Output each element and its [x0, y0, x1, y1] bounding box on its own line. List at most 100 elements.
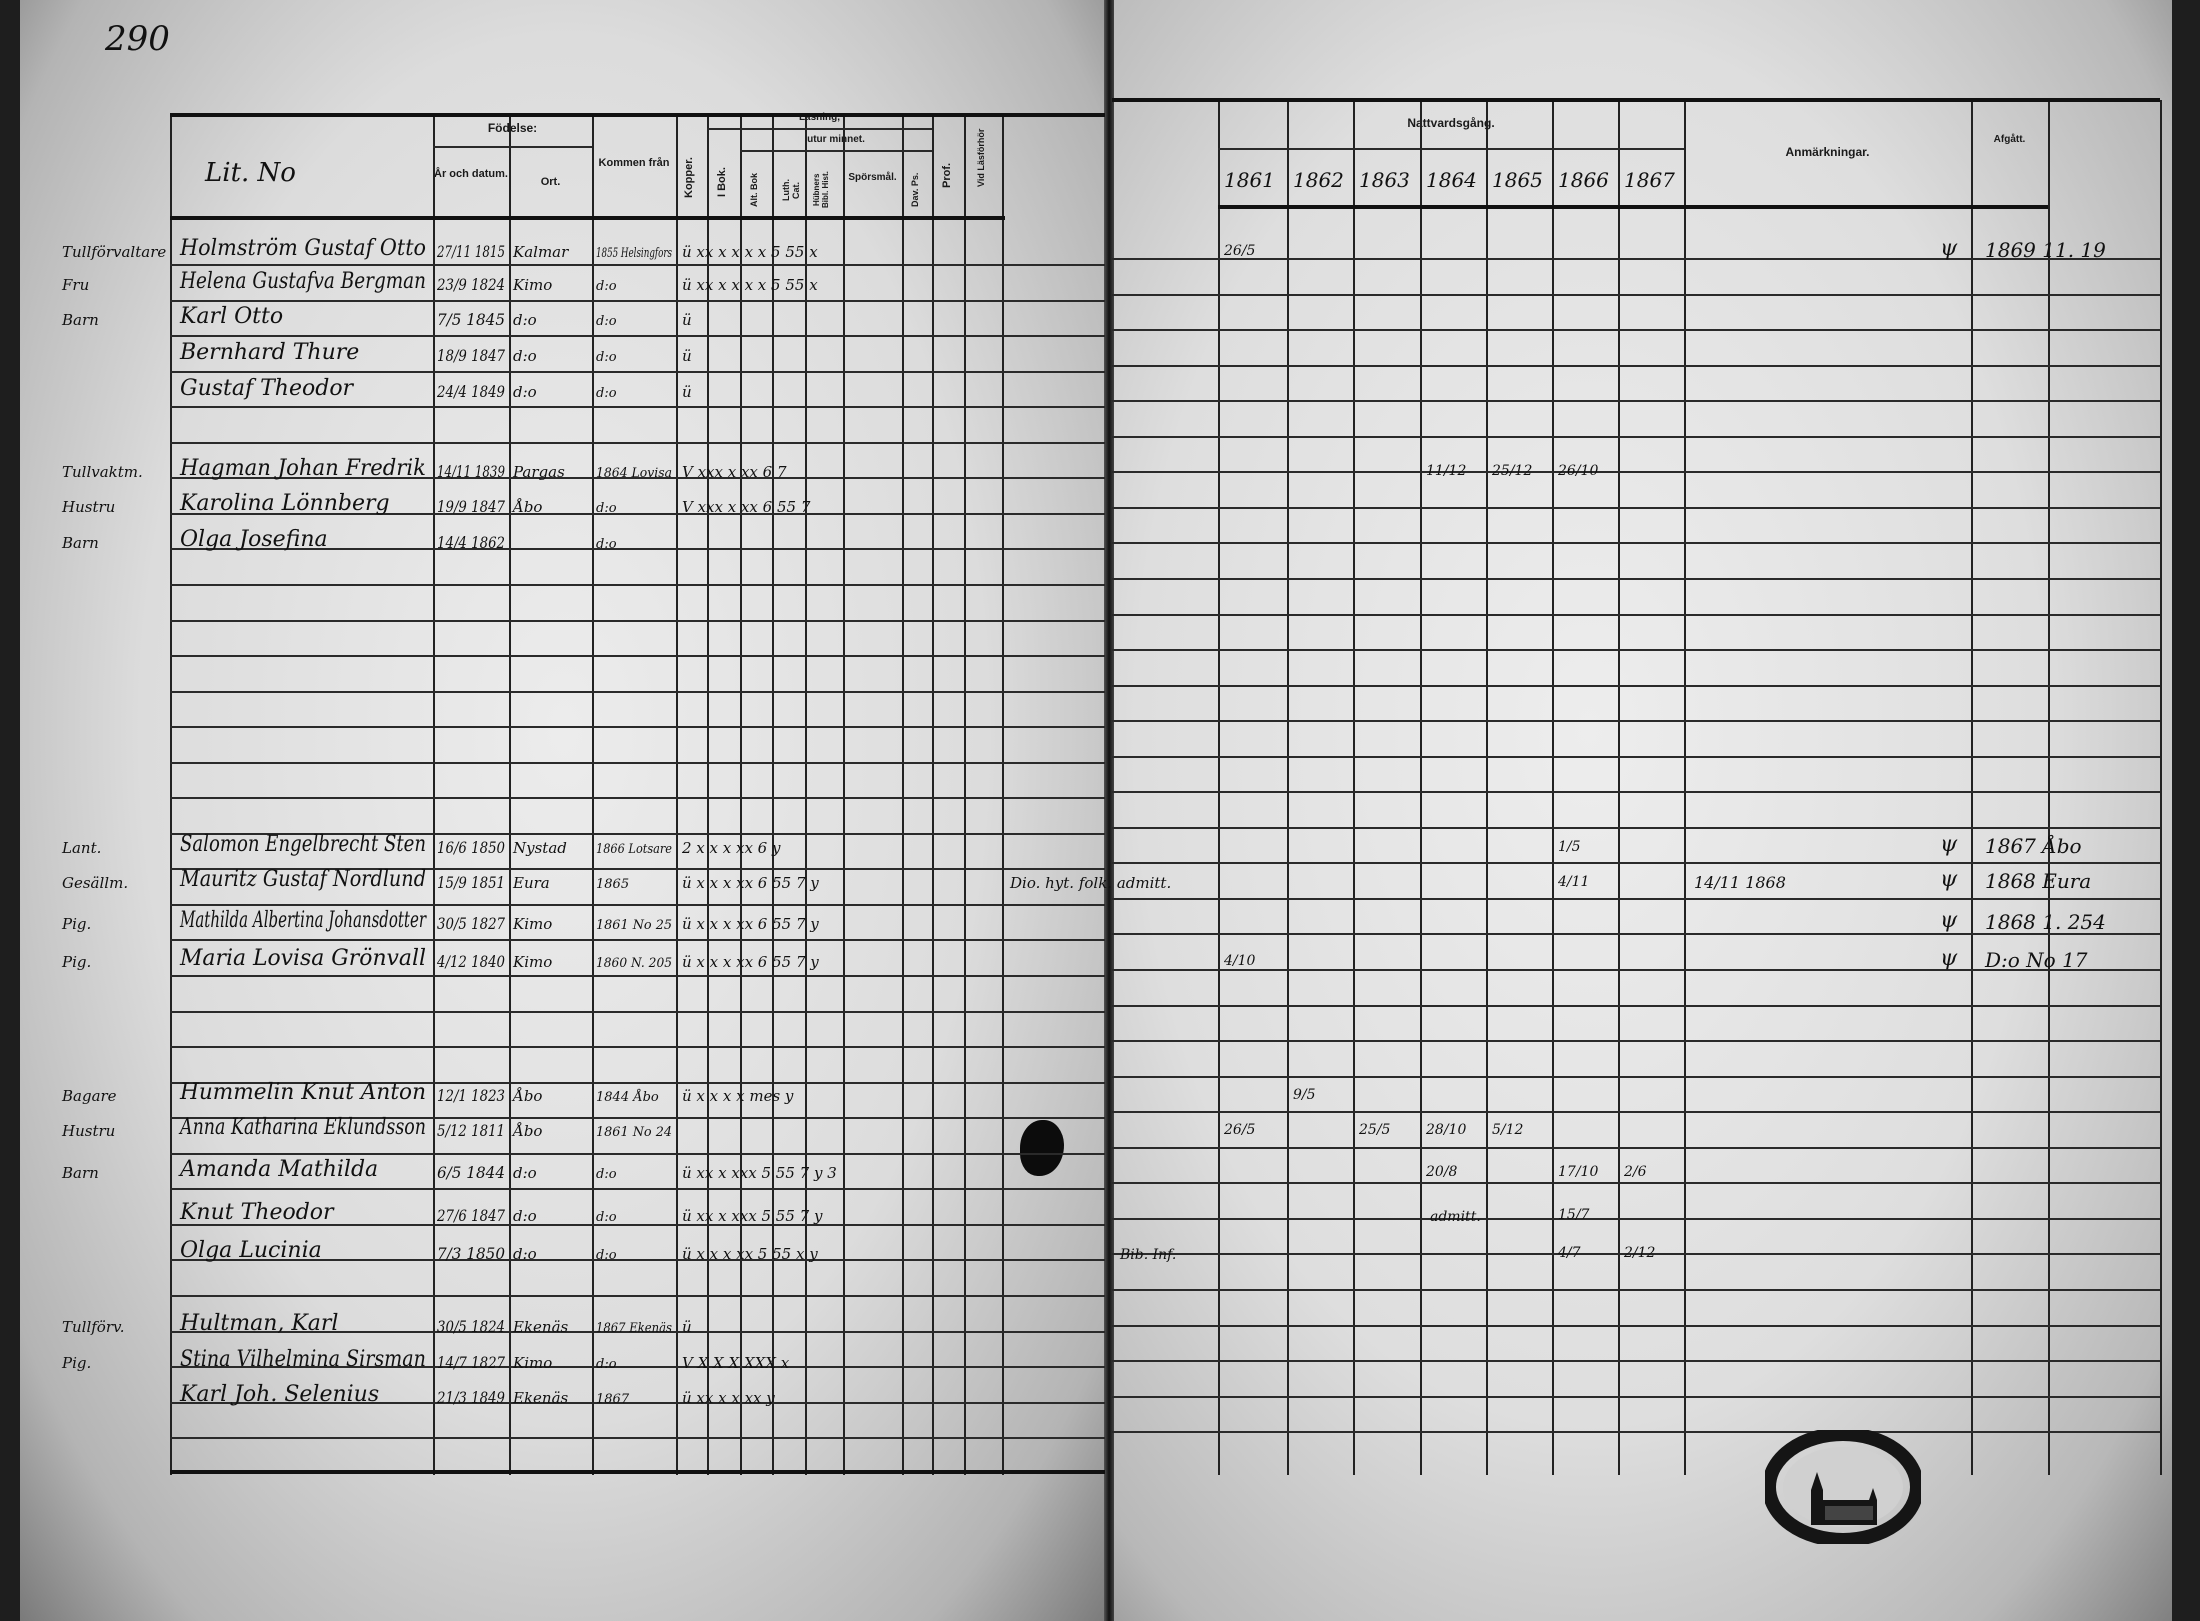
- column-rule: [2160, 100, 2162, 1475]
- entry-birth-place: d:o: [513, 1207, 537, 1225]
- departed-mark-icon: ψ: [1940, 867, 1958, 892]
- column-rule: [2048, 100, 2050, 1475]
- column-rule: [1618, 100, 1620, 1475]
- entry-name: Karl Otto: [180, 304, 284, 329]
- row-rule: [170, 832, 1105, 835]
- entry-role: Tullvaktm.: [62, 463, 143, 481]
- column-rule: [170, 115, 172, 1475]
- book-fold: [1104, 0, 1114, 1621]
- column-rule: [592, 115, 594, 1475]
- entry-role: Tullförv.: [62, 1318, 125, 1336]
- row-rule: [170, 583, 1105, 586]
- row-rule: [1112, 1004, 2160, 1007]
- entry-birth-place: Nystad: [513, 839, 567, 857]
- departed-mark-icon: ψ: [1940, 236, 1958, 261]
- entry-birth-place: Kimo: [513, 276, 553, 294]
- row-rule: [1112, 1431, 2160, 1434]
- table-top-rule: [170, 113, 1105, 117]
- column-rule: [843, 115, 845, 1475]
- entry-came-from: d:o: [596, 537, 617, 552]
- header-prof: Prof.: [941, 162, 953, 188]
- row-rule: [1112, 1395, 2160, 1398]
- entry-reading-marks: ü xx x xxx 5 55 7 y 3: [682, 1164, 837, 1182]
- entry-name: Mathilda Albertina Johansdotter: [180, 908, 427, 933]
- entry-name: Olga Lucinia: [180, 1238, 322, 1263]
- entry-came-from: 1867 Ekenäs: [596, 1321, 673, 1336]
- entry-came-from: d:o: [596, 1167, 617, 1182]
- entry-communion-1861: 4/10: [1224, 953, 1256, 969]
- entry-came-from: 1844 Åbo: [596, 1090, 659, 1105]
- entry-birth-place: Åbo: [513, 1087, 543, 1105]
- entry-birth-place: Åbo: [513, 1122, 543, 1140]
- entry-birth-place: Kalmar: [513, 243, 569, 261]
- entry-reading-marks: ü x x x xx 6 55 7 y: [682, 874, 819, 892]
- entry-name: Salomon Engelbrecht Sten: [180, 832, 426, 857]
- row-rule: [1112, 471, 2160, 474]
- entry-came-from: 1861 No 25: [596, 918, 672, 933]
- entry-birth-place: Kimo: [513, 915, 553, 933]
- entry-reading-marks: ü xx x x x x 5 55 x: [682, 276, 818, 294]
- entry-birth-date: 5/12 1811: [437, 1121, 506, 1140]
- column-rule: [1971, 100, 1973, 1475]
- header-i-bok: I Bok.: [716, 167, 728, 197]
- header-subrule: [433, 146, 592, 148]
- entry-name: Amanda Mathilda: [180, 1157, 379, 1182]
- row-rule: [1112, 1146, 2160, 1149]
- year-header-1863: 1863: [1359, 168, 1410, 192]
- year-header-1865: 1865: [1492, 168, 1543, 192]
- margin-note: Dio. hyt. folk. admitt.: [1010, 874, 1172, 892]
- column-rule: [509, 115, 511, 1475]
- entry-birth-date: 7/5 1845: [437, 310, 505, 329]
- entry-reading-marks: ü xx x xxx 5 55 7 y: [682, 1207, 823, 1225]
- entry-name: Anna Katharina Eklundsson: [180, 1115, 427, 1140]
- entry-role: Gesällm.: [62, 874, 129, 892]
- entry-birth-date: 19/9 1847: [437, 497, 506, 516]
- row-rule: [170, 512, 1105, 515]
- entry-afgatt: 1868 Eura: [1985, 869, 2092, 893]
- entry-birth-date: 6/5 1844: [437, 1163, 505, 1182]
- column-rule: [805, 115, 807, 1475]
- row-rule: [170, 548, 1105, 551]
- entry-role: Pig.: [62, 1354, 92, 1372]
- year-header-1862: 1862: [1293, 168, 1344, 192]
- entry-birth-date: 12/1 1823: [437, 1086, 506, 1105]
- entry-name: Holmström Gustaf Otto: [180, 236, 426, 261]
- row-rule: [1112, 1253, 2160, 1256]
- entry-came-from: d:o: [596, 1248, 617, 1263]
- row-rule: [170, 1081, 1105, 1084]
- archive-stamp: [1765, 1430, 1921, 1544]
- entry-afgatt: 1868 1. 254: [1985, 910, 2106, 934]
- entry-birth-date: 21/3 1849: [437, 1388, 506, 1407]
- header-fodelse: Födelse:: [487, 121, 538, 135]
- entry-role: Barn: [62, 534, 99, 552]
- row-rule: [1112, 613, 2160, 616]
- row-rule: [1112, 258, 2160, 260]
- entry-birth-place: d:o: [513, 383, 537, 401]
- entry-birth-date: 4/12 1840: [437, 952, 506, 971]
- row-rule: [1112, 1217, 2160, 1220]
- entry-communion-1864: 28/10: [1426, 1122, 1467, 1138]
- entry-birth-place: d:o: [513, 1245, 537, 1263]
- row-rule: [1112, 1182, 2160, 1185]
- column-rule: [932, 115, 934, 1475]
- entry-birth-date: 16/6 1850: [437, 838, 506, 857]
- entry-came-from: d:o: [596, 279, 617, 294]
- column-rule: [1287, 100, 1289, 1475]
- row-rule: [170, 1259, 1105, 1262]
- entry-communion-1861: 26/5: [1224, 243, 1256, 259]
- header-ort: Ort.: [540, 176, 561, 188]
- row-rule: [1112, 364, 2160, 367]
- header-anmarkningar: Anmärkningar.: [1785, 145, 1870, 159]
- departed-mark-icon: ψ: [1940, 832, 1958, 857]
- entry-birth-place: d:o: [513, 1164, 537, 1182]
- entry-reading-marks: ü x x x xx 6 55 7 y: [682, 915, 819, 933]
- entry-afgatt: 1869 11. 19: [1985, 238, 2106, 262]
- row-rule: [1112, 1360, 2160, 1363]
- entry-birth-place: d:o: [513, 311, 537, 329]
- entry-name: Hultman, Karl: [180, 1311, 339, 1336]
- entry-birth-date: 14/7 1827: [437, 1353, 506, 1372]
- row-rule: [1112, 897, 2160, 900]
- column-rule: [1218, 100, 1220, 1475]
- header-lit-no: Lit. No: [205, 158, 296, 188]
- column-rule: [1353, 100, 1355, 1475]
